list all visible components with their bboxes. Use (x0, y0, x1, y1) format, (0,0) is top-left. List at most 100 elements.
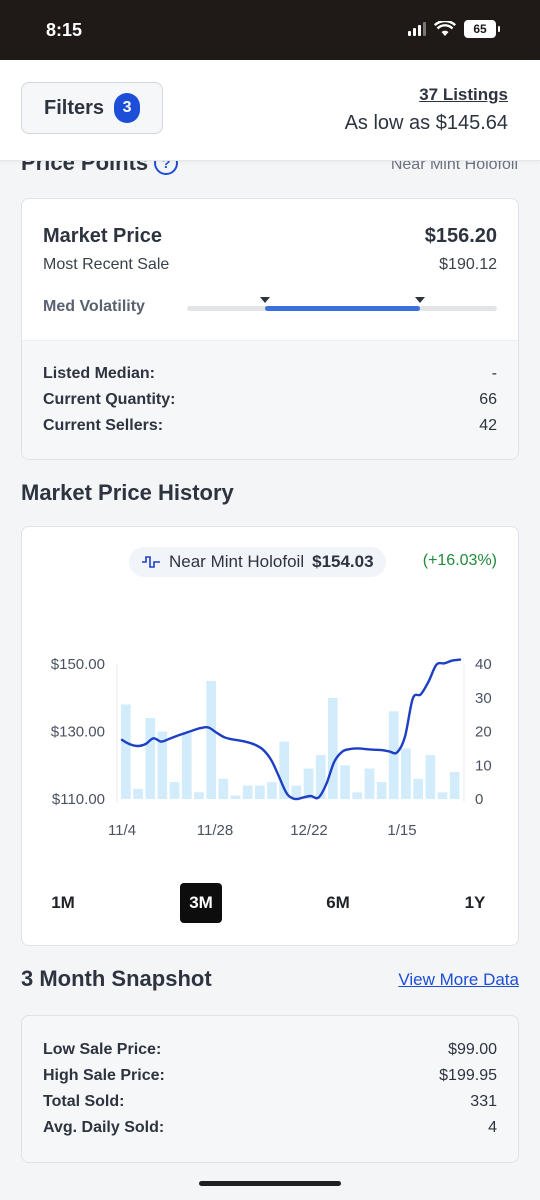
market-price-card: Market Price $156.20 Most Recent Sale $1… (21, 198, 519, 460)
snapshot-title: 3 Month Snapshot (21, 966, 212, 991)
volume-bar (242, 785, 253, 799)
x-ticks: 11/4 11/28 12/22 1/15 (108, 822, 417, 839)
market-price-value: $156.20 (424, 225, 497, 247)
volume-bar (145, 718, 156, 799)
step-line-icon (142, 556, 160, 568)
legend-series-name: Near Mint Holofoil (169, 552, 305, 571)
volume-bar (121, 704, 131, 799)
volume-bar (133, 788, 143, 799)
stat-row-low-sale: Low Sale Price: $99.00 (43, 1041, 497, 1059)
x-tick-label: 1/15 (387, 822, 416, 839)
volume-bar (340, 765, 350, 800)
listings-header: Filters 3 37 Listings As low as $145.64 (0, 60, 540, 161)
market-stats: Listed Median: - Current Quantity: 66 Cu… (22, 340, 518, 459)
volume-bar (255, 785, 265, 799)
range-6m-button[interactable]: 6M (326, 893, 350, 912)
y-right-tick-label: 0 (475, 791, 483, 808)
volume-bar (449, 772, 460, 799)
listings-link[interactable]: 37 Listings (419, 85, 508, 104)
stat-label: Current Sellers: (43, 417, 164, 434)
volume-bar (267, 782, 277, 799)
market-price-label: Market Price (43, 225, 162, 247)
volume-bar (364, 768, 375, 799)
volume-bar (388, 711, 399, 800)
x-tick-label: 11/28 (197, 822, 233, 839)
volume-bar (194, 792, 204, 800)
volume-bar (328, 697, 338, 800)
recent-sale-label: Most Recent Sale (43, 256, 170, 273)
volatility-range (264, 306, 420, 311)
battery-icon: 65 (464, 20, 500, 38)
volume-bar (413, 778, 423, 800)
price-history-card: Near Mint Holofoil $154.03 (+16.03%) $15… (21, 526, 519, 946)
volume-bar (218, 778, 229, 800)
stat-row-current-quantity: Current Quantity: 66 (43, 391, 497, 409)
signal-icon (408, 22, 426, 36)
volume-bar (181, 731, 192, 799)
x-tick-label: 12/22 (290, 822, 328, 839)
price-history-title: Market Price History (21, 480, 234, 505)
legend-price: $154.03 (312, 552, 374, 571)
y-left-tick-label: $150.00 (51, 656, 105, 673)
stat-label: Listed Median: (43, 365, 156, 382)
y-right-tick-label: 30 (475, 690, 492, 707)
volatility-meter (187, 297, 497, 311)
snapshot-card: Low Sale Price: $99.00 High Sale Price: … (21, 1015, 519, 1163)
stat-value: $99.00 (448, 1041, 497, 1058)
status-bar: 8:15 65 (0, 0, 540, 60)
price-line (120, 658, 462, 801)
stat-row-listed-median: Listed Median: - (43, 365, 497, 383)
volume-bar (401, 748, 411, 799)
recent-sale-value: $190.12 (439, 256, 497, 273)
volatility-marker-high (414, 297, 425, 303)
stat-label: Current Quantity: (43, 391, 176, 408)
volatility-label: Med Volatility (43, 298, 145, 315)
volume-bar (352, 792, 363, 800)
volatility-marker-low (259, 297, 270, 303)
stat-row-current-sellers: Current Sellers: 42 (43, 417, 497, 435)
stat-label: Avg. Daily Sold: (43, 1119, 165, 1136)
stat-value: 4 (488, 1119, 497, 1136)
y-left-tick-label: $110.00 (52, 791, 105, 808)
range-3m-button[interactable]: 3M (180, 883, 222, 923)
volume-bar (279, 741, 289, 799)
volume-bar (437, 792, 448, 800)
stat-label: Low Sale Price: (43, 1041, 162, 1058)
volume-bars (121, 680, 460, 800)
lowest-price: As low as $145.64 (344, 112, 508, 134)
volume-bar (206, 680, 216, 799)
filters-count-badge: 3 (114, 93, 141, 123)
stat-value: 42 (479, 417, 497, 434)
volume-bar (169, 782, 180, 799)
status-icons: 65 (408, 20, 500, 38)
stat-value: - (491, 365, 497, 382)
volume-bar (291, 785, 302, 799)
filters-button[interactable]: Filters 3 (21, 82, 163, 134)
y-left-tick-label: $130.00 (51, 724, 105, 741)
chart-legend[interactable]: Near Mint Holofoil $154.03 (129, 547, 386, 577)
volume-bar (315, 755, 326, 799)
stat-value: $199.95 (439, 1067, 497, 1084)
stat-label: Total Sold: (43, 1093, 125, 1110)
volume-bar (157, 731, 168, 799)
y-left-ticks: $150.00 $130.00 $110.00 (51, 656, 105, 808)
volume-bar (425, 755, 436, 799)
x-tick-label: 11/4 (108, 822, 136, 839)
stat-label: High Sale Price: (43, 1067, 165, 1084)
stat-value: 66 (479, 391, 497, 408)
view-more-data-link[interactable]: View More Data (398, 970, 519, 989)
y-right-ticks: 40 30 20 10 0 (475, 656, 492, 808)
y-right-tick-label: 20 (475, 724, 492, 741)
volume-bar (303, 768, 314, 799)
stat-row-high-sale: High Sale Price: $199.95 (43, 1067, 497, 1085)
y-right-tick-label: 40 (475, 656, 492, 673)
home-indicator[interactable] (199, 1181, 341, 1186)
price-history-chart: $150.00 $130.00 $110.00 40 30 20 10 0 11/4 11/2… (51, 656, 492, 839)
status-time: 8:15 (46, 20, 83, 40)
range-1m-button[interactable]: 1M (51, 893, 75, 912)
range-1y-button[interactable]: 1Y (464, 893, 486, 912)
y-right-tick-label: 10 (475, 757, 492, 774)
stat-row-total-sold: Total Sold: 331 (43, 1093, 497, 1111)
stat-value: 331 (470, 1093, 497, 1110)
wifi-icon (434, 21, 456, 36)
